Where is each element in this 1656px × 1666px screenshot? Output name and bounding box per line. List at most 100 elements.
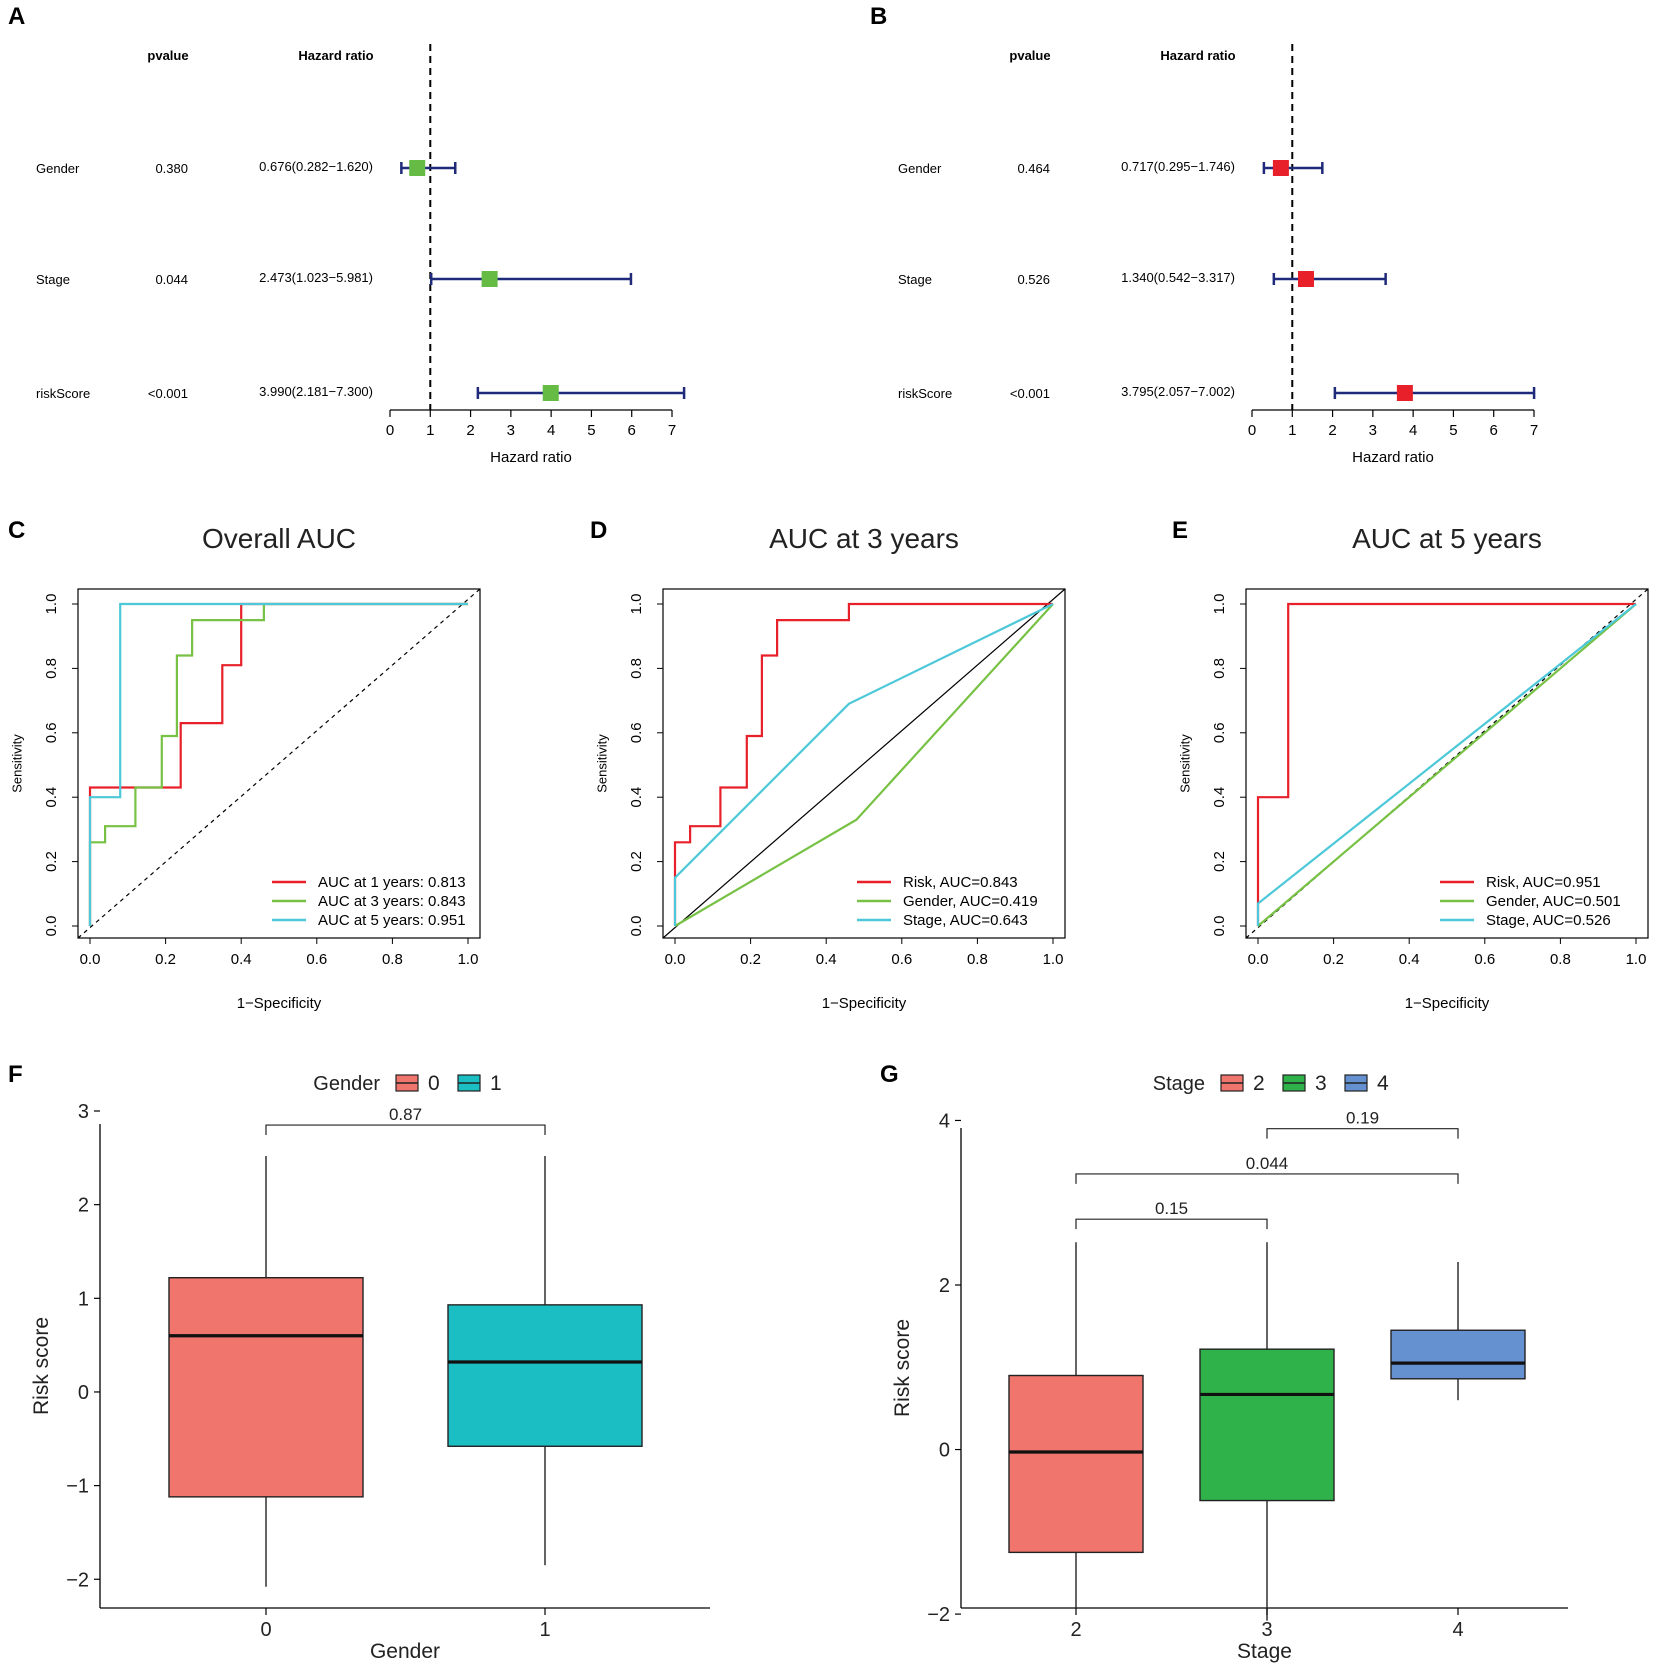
x-tick-label: 0 bbox=[1248, 422, 1256, 439]
comparison-bracket bbox=[1075, 1218, 1268, 1230]
hr-point bbox=[409, 160, 426, 176]
row-name: riskScore bbox=[898, 386, 952, 401]
legend-title: Stage bbox=[1153, 1073, 1205, 1095]
y-tick-label: 1.0 bbox=[43, 594, 60, 615]
x-tick-label: 5 bbox=[1449, 422, 1457, 439]
row-name: Gender bbox=[898, 161, 942, 176]
panel-label-f: F bbox=[8, 1061, 23, 1088]
row-pvalue: 0.380 bbox=[155, 161, 188, 176]
y-tick-label: −2 bbox=[927, 1604, 950, 1626]
row-hr-text: 2.473(1.023−5.981) bbox=[259, 270, 373, 285]
x-tick-label: 0.4 bbox=[816, 951, 837, 968]
y-tick-label: −1 bbox=[66, 1476, 89, 1498]
x-tick-label: 0.8 bbox=[967, 951, 988, 968]
x-tick-label: 0.8 bbox=[382, 951, 403, 968]
x-tick-label: 0.4 bbox=[1399, 951, 1420, 968]
x-tick-label: 0.0 bbox=[1248, 951, 1269, 968]
x-tick-label: 0.6 bbox=[891, 951, 912, 968]
plot-title: AUC at 5 years bbox=[1352, 523, 1542, 554]
row-name: Gender bbox=[36, 161, 80, 176]
y-tick-label: 0.0 bbox=[1211, 916, 1228, 937]
comparison-bracket bbox=[1075, 1173, 1459, 1184]
row-pvalue: 0.464 bbox=[1017, 161, 1050, 176]
legend-title: Gender bbox=[313, 1073, 380, 1095]
plot-frame bbox=[662, 588, 1066, 939]
x-axis-title: Stage bbox=[1237, 1640, 1292, 1663]
x-axis-title: 1−Specificity bbox=[237, 995, 322, 1012]
x-tick-label: 1.0 bbox=[1043, 951, 1064, 968]
x-tick-label: 0.2 bbox=[1323, 951, 1344, 968]
y-tick-label: 0.2 bbox=[628, 851, 645, 872]
box bbox=[1390, 1329, 1526, 1380]
y-axis-title: Sensitivity bbox=[594, 734, 609, 793]
y-tick-label: 0.8 bbox=[628, 658, 645, 679]
row-pvalue: 0.526 bbox=[1017, 272, 1050, 287]
y-tick-label: 1.0 bbox=[1211, 594, 1228, 615]
comparison-bracket bbox=[265, 1124, 546, 1136]
x-axis-title: 1−Specificity bbox=[822, 995, 907, 1012]
legend-label: Gender, AUC=0.419 bbox=[903, 893, 1038, 910]
legend-label: Risk, AUC=0.843 bbox=[903, 874, 1018, 891]
x-tick-label: 2 bbox=[466, 422, 474, 439]
panel-label-c: C bbox=[8, 517, 25, 544]
legend-label: 1 bbox=[490, 1072, 502, 1095]
roc-curve bbox=[1257, 603, 1637, 927]
x-tick-label: 0.2 bbox=[155, 951, 176, 968]
x-tick-label: 6 bbox=[628, 422, 636, 439]
x-axis-title: Hazard ratio bbox=[1352, 449, 1434, 466]
roc-plot-d: AUC at 3 years 0.0 0.2 0.4 0.6 0.8 1.0 0.0 0.2 0.… bbox=[594, 523, 1066, 1012]
y-tick-label: 0.2 bbox=[1211, 851, 1228, 872]
y-tick-label: −2 bbox=[66, 1569, 89, 1591]
row-name: Stage bbox=[898, 272, 932, 287]
forest-plot-a: pvalue Hazard ratio Gender 0.380 0.676(0.282… bbox=[36, 44, 686, 466]
legend-label: AUC at 1 years: 0.813 bbox=[318, 874, 466, 891]
x-tick-label: 2 bbox=[1328, 422, 1336, 439]
y-tick-label: 0.4 bbox=[628, 787, 645, 808]
x-tick-label: 1 bbox=[426, 422, 434, 439]
legend-label: AUC at 5 years: 0.951 bbox=[318, 912, 466, 929]
box bbox=[1199, 1348, 1335, 1502]
x-axis-title: Hazard ratio bbox=[490, 449, 572, 466]
hazard-ratio-header: Hazard ratio bbox=[1160, 48, 1235, 63]
y-tick-label: 0.4 bbox=[43, 787, 60, 808]
roc-plot-e: AUC at 5 years 0.0 0.2 0.4 0.6 0.8 1.0 0.0 0.2 0.… bbox=[1177, 523, 1649, 1012]
legend-label: AUC at 3 years: 0.843 bbox=[318, 893, 466, 910]
y-tick-label: 0.2 bbox=[43, 851, 60, 872]
panel-label-d: D bbox=[590, 517, 607, 544]
hazard-ratio-header: Hazard ratio bbox=[298, 48, 373, 63]
y-tick-label: 0.4 bbox=[1211, 787, 1228, 808]
reference-diagonal bbox=[77, 588, 481, 939]
x-tick-label: 0.6 bbox=[306, 951, 327, 968]
y-tick-label: 0.0 bbox=[43, 916, 60, 937]
row-hr-text: 0.676(0.282−1.620) bbox=[259, 159, 373, 174]
box bbox=[168, 1277, 364, 1498]
legend-label: Gender, AUC=0.501 bbox=[1486, 893, 1621, 910]
x-tick-label: 0.2 bbox=[740, 951, 761, 968]
legend-label: 3 bbox=[1315, 1072, 1327, 1095]
y-tick-label: 0 bbox=[939, 1440, 950, 1462]
x-tick-label: 4 bbox=[1409, 422, 1417, 439]
comparison-pvalue: 0.19 bbox=[1346, 1109, 1379, 1128]
x-tick-label: 1.0 bbox=[458, 951, 479, 968]
legend-label: Stage, AUC=0.643 bbox=[903, 912, 1028, 929]
legend-label: 4 bbox=[1377, 1072, 1389, 1095]
x-tick-label: 3 bbox=[1261, 1619, 1272, 1641]
row-hr-text: 0.717(0.295−1.746) bbox=[1121, 159, 1235, 174]
x-tick-label: 6 bbox=[1490, 422, 1498, 439]
y-tick-label: 0.8 bbox=[1211, 658, 1228, 679]
reference-diagonal bbox=[662, 588, 1066, 939]
x-tick-label: 7 bbox=[1530, 422, 1538, 439]
row-pvalue: <0.001 bbox=[148, 386, 188, 401]
comparison-bracket bbox=[1266, 1128, 1459, 1139]
panel-label-b: B bbox=[870, 3, 887, 30]
legend-label: Stage, AUC=0.526 bbox=[1486, 912, 1611, 929]
y-axis-title: Sensitivity bbox=[1177, 734, 1192, 793]
plot-title: Overall AUC bbox=[202, 523, 356, 554]
hr-point bbox=[1396, 385, 1413, 401]
roc-plot-c: Overall AUC 0.0 0.2 0.4 0.6 0.8 1.0 0.0 0.2 0.4 0.… bbox=[9, 523, 481, 1012]
y-axis-title: Risk score bbox=[891, 1319, 914, 1417]
x-tick-label: 7 bbox=[668, 422, 676, 439]
x-axis-title: 1−Specificity bbox=[1405, 995, 1490, 1012]
hr-point bbox=[481, 271, 498, 287]
